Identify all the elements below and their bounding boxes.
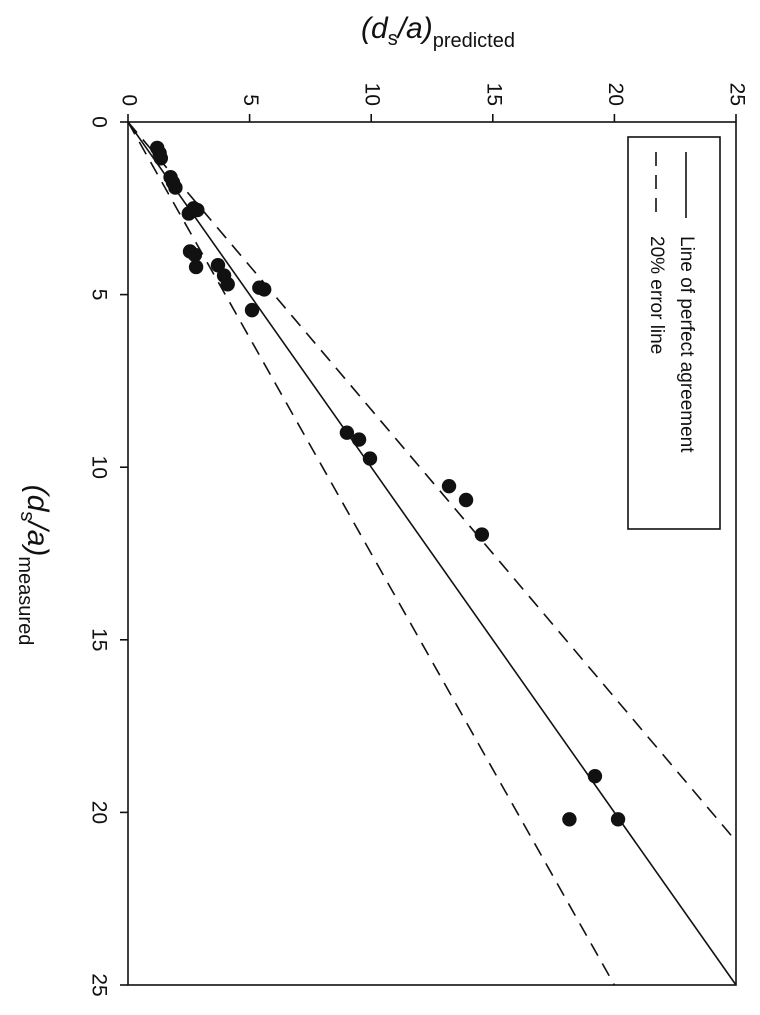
data-point — [351, 432, 367, 447]
x-tick-label: 20 — [87, 801, 110, 824]
data-point — [610, 812, 626, 827]
x-tick-label: 15 — [87, 628, 110, 651]
data-point — [339, 425, 355, 440]
data-point — [256, 282, 272, 297]
y-axis-title: (ds/a)predicted — [361, 12, 515, 52]
perfect-agreement-line — [127, 121, 737, 986]
data-point — [458, 492, 474, 508]
legend-box — [627, 136, 721, 530]
x-tick-label: 5 — [87, 289, 110, 301]
data-point — [220, 277, 235, 292]
data-point — [441, 478, 457, 494]
y-tick-label: 0 — [117, 94, 140, 106]
data-point — [187, 247, 203, 263]
legend-label: 20% error line — [646, 236, 667, 354]
y-tick-label: 20 — [604, 83, 627, 106]
data-point — [168, 180, 183, 195]
data-point — [244, 302, 260, 318]
x-tick-label: 25 — [87, 973, 110, 996]
data-point — [562, 812, 577, 827]
data-point — [188, 259, 204, 275]
legend-label: Line of perfect agreement — [676, 236, 697, 453]
x-tick-label: 0 — [87, 116, 110, 128]
error-line-20pct — [127, 121, 737, 842]
data-point — [474, 527, 490, 542]
y-tick-label: 10 — [361, 83, 384, 106]
data-point — [190, 202, 205, 218]
data-point — [587, 768, 603, 784]
x-tick-label: 10 — [87, 456, 110, 479]
x-axis-title: (ds/a)measured — [14, 485, 54, 646]
data-point — [362, 451, 378, 466]
error-line-20pct — [127, 121, 616, 986]
plot-frame — [127, 121, 737, 986]
y-tick-label: 25 — [725, 83, 748, 106]
data-point — [153, 151, 169, 166]
y-tick-label: 15 — [482, 83, 505, 106]
y-tick-label: 5 — [239, 94, 262, 106]
